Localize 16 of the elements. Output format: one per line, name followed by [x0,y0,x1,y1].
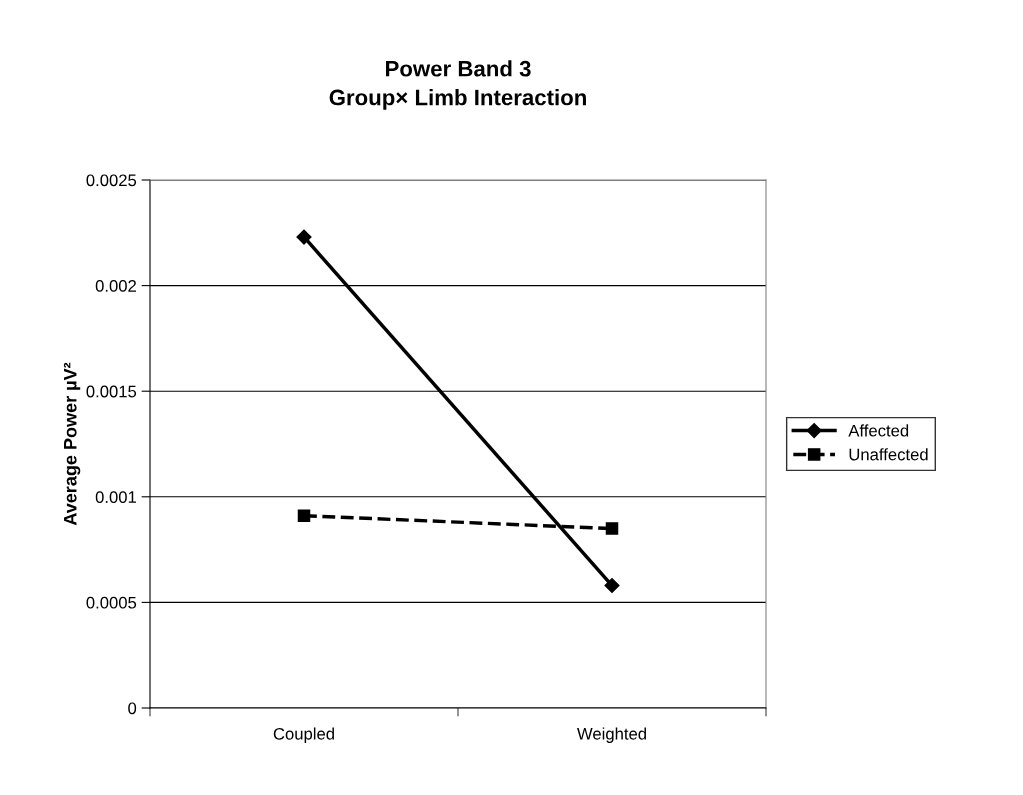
point [297,509,311,523]
x-tick-label: Coupled [273,727,334,743]
point [604,577,620,594]
y-axis-title: Average Power µV² [63,362,81,526]
legend-label: Unaffected [849,448,928,461]
y-tick-label: 0.0005 [86,596,137,609]
x-tick-label: Weighted [577,727,646,743]
y-tick-label: 0.001 [95,491,136,503]
y-tick-label: 0.0015 [86,385,137,398]
legend-label: Affected [848,424,909,437]
point [605,522,619,535]
chart-title: Power Band 3 Group× Limb Interaction [329,60,586,110]
point [296,229,312,245]
y-tick-label: 0.002 [95,280,136,292]
y-tick-label: 0 [128,702,137,715]
y-tick-label: 0.0025 [86,174,137,187]
